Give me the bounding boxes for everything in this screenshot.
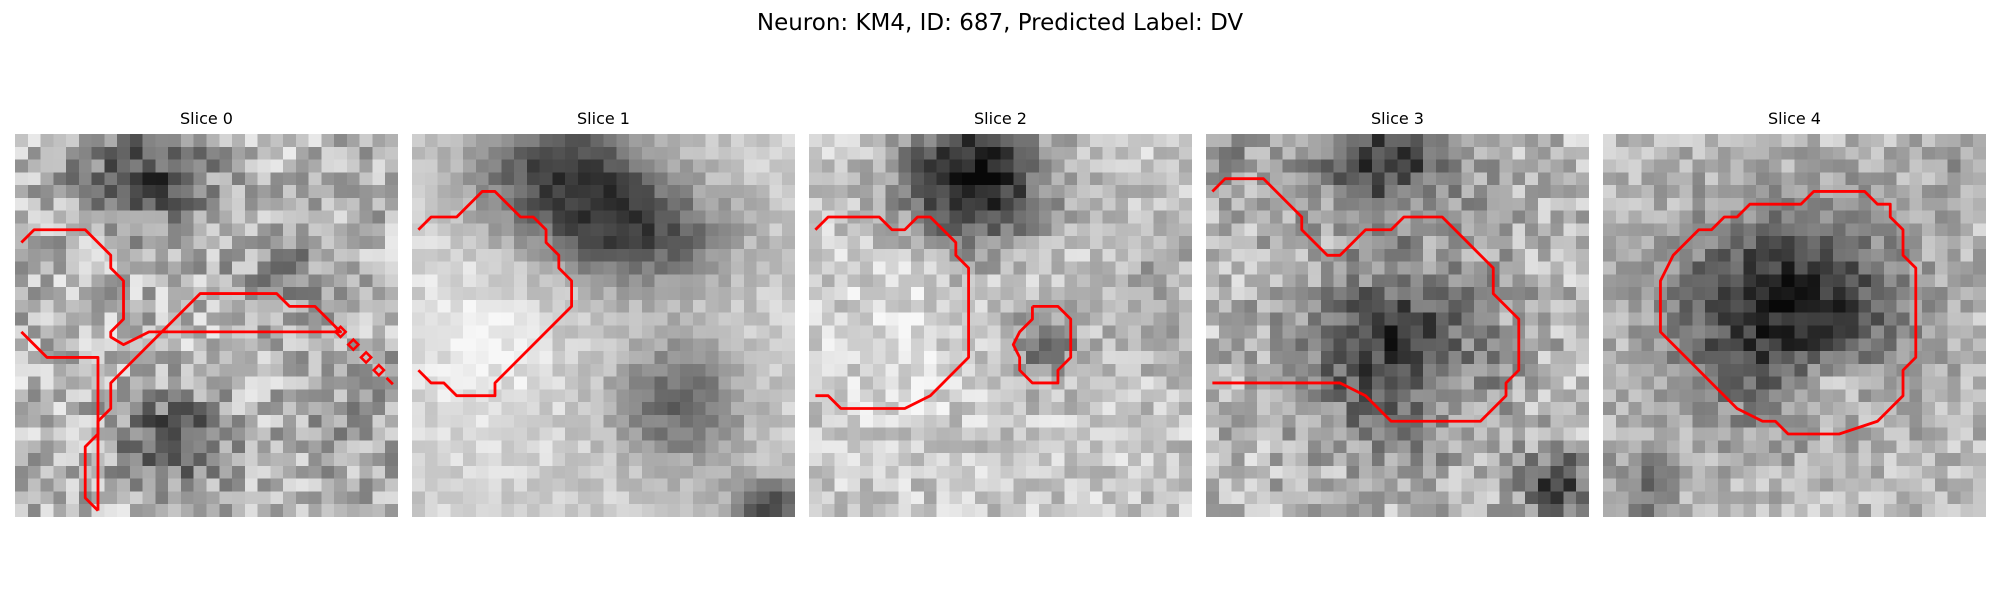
contour-marker [333,324,348,339]
slice-image-2 [809,134,1192,517]
slice-pixels [1603,134,1986,517]
contour-overlay [814,215,1073,410]
slice-image-3 [1206,134,1589,517]
slice-title-1: Slice 1 [577,109,630,128]
slice-title-4: Slice 4 [1768,109,1821,128]
slice-title-2: Slice 2 [974,109,1027,128]
contour-overlay [417,190,573,398]
slice-title-3: Slice 3 [1371,109,1424,128]
contour-line [385,376,394,386]
slice-pixels [1206,134,1589,517]
contour-line [417,190,573,398]
slice-image-0 [15,134,398,517]
contour-overlay [1659,190,1918,436]
contour-marker [346,337,361,352]
slice-image-1 [412,134,795,517]
contour-line [1211,177,1521,423]
contour-line [1011,304,1073,385]
figure-title: Neuron: KM4, ID: 687, Predicted Label: D… [756,10,1244,36]
slice-pixels [15,134,398,517]
slice-title-0: Slice 0 [180,109,233,128]
contour-marker [359,350,373,365]
contour-line [814,215,970,410]
contour-line [96,330,163,511]
contour-overlay [1211,177,1521,423]
slice-image-4 [1603,134,1986,517]
slice-pixels [809,134,1192,517]
contour-marker [371,363,386,378]
contour-line [20,228,342,347]
slice-pixels [412,134,795,517]
contour-line [20,330,100,512]
contour-overlay [20,228,394,512]
contour-line [1659,190,1918,436]
